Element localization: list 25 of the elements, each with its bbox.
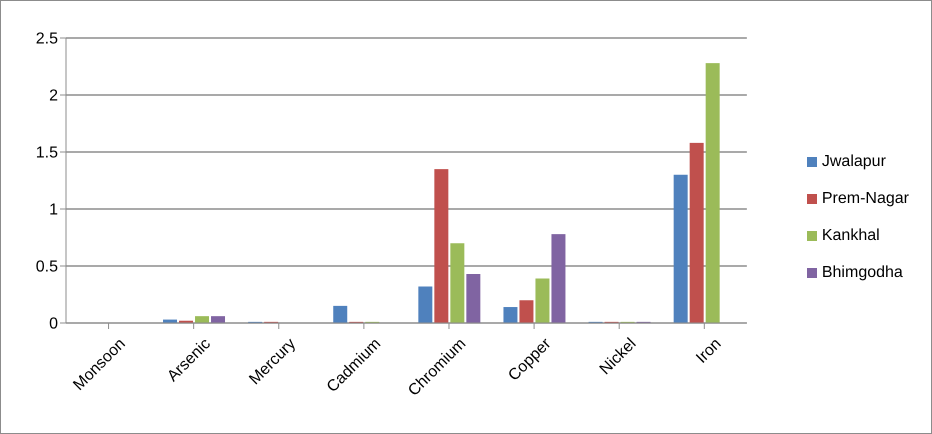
legend-label: Bhimgodha bbox=[822, 264, 903, 282]
bar bbox=[434, 169, 448, 323]
bar bbox=[503, 307, 518, 323]
bar bbox=[519, 300, 534, 323]
bar bbox=[466, 274, 480, 323]
y-tick-label: 2 bbox=[49, 88, 58, 105]
bar bbox=[195, 316, 210, 323]
y-tick-label: 0.5 bbox=[36, 258, 58, 276]
y-tick-label: 1 bbox=[49, 202, 58, 219]
legend-label: Prem-Nagar bbox=[822, 190, 909, 208]
y-tick-label: 2.5 bbox=[36, 30, 58, 48]
legend-label: Kankhal bbox=[822, 226, 880, 244]
bar bbox=[333, 306, 348, 323]
y-tick-label: 1.5 bbox=[36, 144, 58, 162]
legend-label: Jwalapur bbox=[822, 152, 886, 170]
bar bbox=[551, 234, 566, 323]
bar bbox=[535, 278, 550, 323]
bar bbox=[418, 286, 432, 323]
bar bbox=[674, 174, 688, 323]
bar bbox=[690, 142, 704, 323]
bar bbox=[450, 243, 464, 323]
y-tick-label: 0 bbox=[49, 316, 58, 333]
bar bbox=[211, 316, 226, 323]
x-tick-label: Iron bbox=[693, 335, 725, 367]
bar bbox=[706, 63, 720, 323]
